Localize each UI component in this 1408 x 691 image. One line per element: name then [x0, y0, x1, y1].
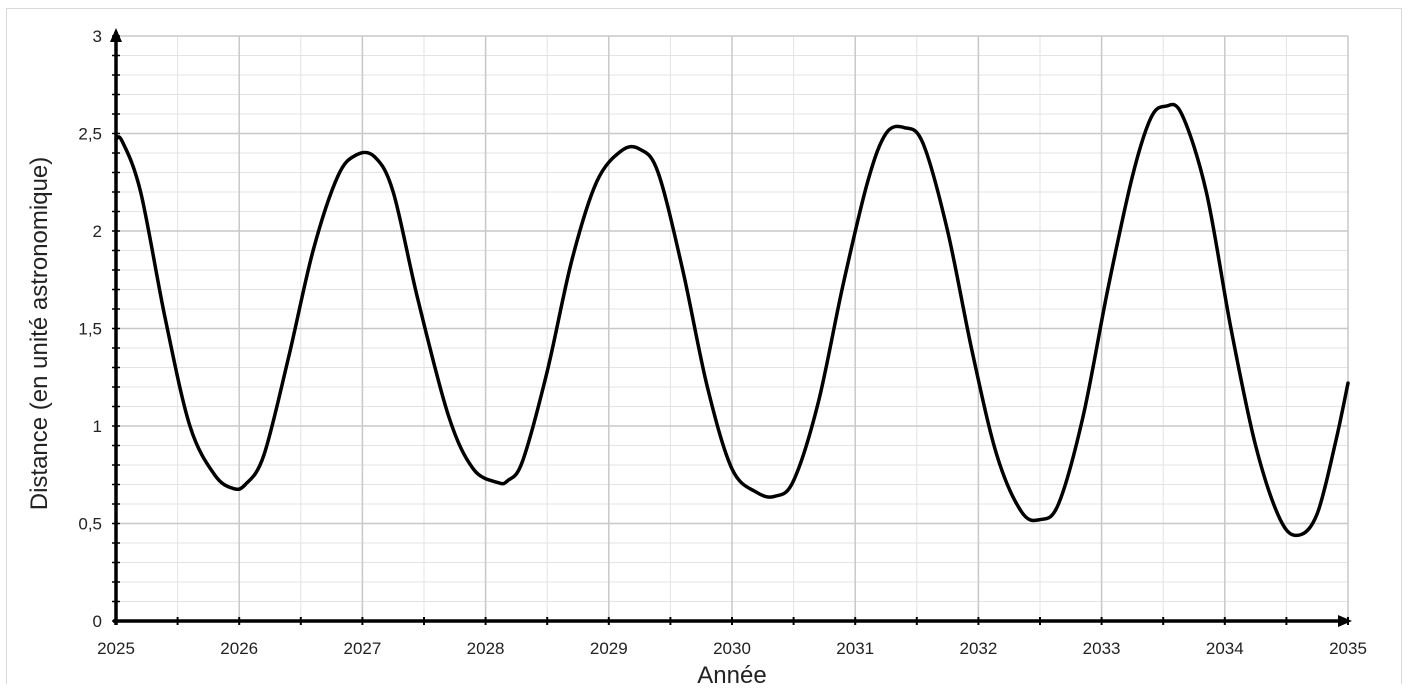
y-axis-arrow	[110, 28, 122, 42]
x-tick-label: 2030	[713, 639, 751, 658]
x-tick-label: 2034	[1206, 639, 1244, 658]
x-tick-label: 2035	[1329, 639, 1367, 658]
x-tick-label: 2029	[590, 639, 628, 658]
x-tick-label: 2028	[467, 639, 505, 658]
x-tick-label: 2033	[1083, 639, 1121, 658]
tick-labels: 2025202620272028202920302031203220332034…	[78, 27, 1367, 658]
y-tick-label: 0	[93, 612, 102, 631]
x-tick-label: 2032	[959, 639, 997, 658]
x-axis-label: Année	[697, 662, 766, 689]
y-tick-label: 2,5	[78, 125, 102, 144]
y-axis-label: Distance (en unité astronomique)	[26, 157, 53, 511]
x-tick-label: 2027	[343, 639, 381, 658]
y-tick-label: 1	[93, 417, 102, 436]
y-tick-label: 0,5	[78, 515, 102, 534]
y-tick-label: 1,5	[78, 320, 102, 339]
x-tick-label: 2025	[97, 639, 135, 658]
y-tick-label: 2	[93, 222, 102, 241]
x-tick-label: 2026	[220, 639, 258, 658]
x-axis-arrow	[1338, 615, 1352, 627]
y-tick-label: 3	[93, 27, 102, 46]
x-tick-label: 2031	[836, 639, 874, 658]
